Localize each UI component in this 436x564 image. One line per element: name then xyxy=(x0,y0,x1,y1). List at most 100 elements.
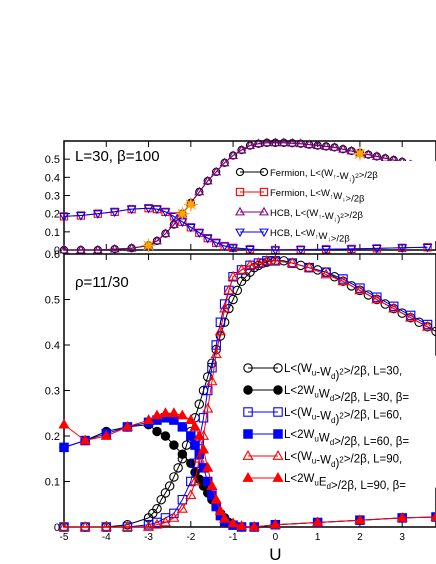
legend-entry: L<2WuWd>/2β, L=60, β= xyxy=(243,429,409,448)
data-point xyxy=(371,244,382,254)
data-point xyxy=(273,363,283,373)
data-point xyxy=(202,461,214,472)
x-tick-label: 2 xyxy=(357,532,363,543)
data-point xyxy=(211,239,222,248)
data-point xyxy=(185,489,197,500)
data-point xyxy=(169,219,179,228)
data-point xyxy=(242,472,254,482)
data-point xyxy=(338,274,348,284)
data-point xyxy=(186,431,196,441)
data-point xyxy=(109,243,120,253)
data-point xyxy=(227,270,239,281)
data-point xyxy=(295,246,306,255)
data-point xyxy=(245,245,255,255)
data-point xyxy=(202,385,213,396)
x-axis-label: U xyxy=(269,545,281,564)
data-point xyxy=(273,385,283,395)
data-point xyxy=(270,137,281,147)
data-point xyxy=(173,463,183,473)
data-point xyxy=(261,254,273,265)
panel-annotation: ρ=11/30 xyxy=(75,274,129,291)
data-point xyxy=(228,244,238,254)
data-point xyxy=(126,242,137,252)
data-point xyxy=(371,151,382,160)
legend-entry: Fermion, L<W↑W↓>/2β xyxy=(235,187,365,205)
data-point xyxy=(219,512,231,523)
data-point xyxy=(430,511,436,521)
data-point xyxy=(189,475,201,486)
data-point xyxy=(273,429,283,439)
data-point xyxy=(194,229,205,239)
data-point xyxy=(142,521,155,531)
data-point xyxy=(235,167,245,177)
data-point xyxy=(210,348,222,359)
data-point xyxy=(168,511,180,522)
data-point xyxy=(235,263,248,274)
data-point xyxy=(337,275,349,286)
data-point xyxy=(421,320,434,331)
data-point xyxy=(176,409,188,420)
data-point xyxy=(422,243,433,253)
y-tick-label: 0.5 xyxy=(45,295,60,307)
data-point xyxy=(59,244,69,254)
data-point xyxy=(235,206,245,216)
data-point xyxy=(121,420,133,431)
series-5 xyxy=(58,254,434,531)
panel-annotation: L=30, β=100 xyxy=(75,148,160,165)
highlight-marker xyxy=(141,238,156,253)
data-point xyxy=(177,422,188,432)
legend-label: Fermion, L<W↑W↓>/2β xyxy=(270,188,365,205)
data-point xyxy=(354,514,366,525)
y-tick-label: 0.2 xyxy=(45,209,60,221)
x-tick-label: 3 xyxy=(399,532,405,543)
y-tick-label: 0.3 xyxy=(45,386,60,398)
legend-label: L<2WuWd>/2β, L=30, β= xyxy=(284,385,409,404)
x-axis: -5 -4 -3 -2 -1 0 1 2 3 U xyxy=(60,254,405,564)
data-point xyxy=(143,204,154,214)
data-point xyxy=(235,228,245,238)
data-point xyxy=(219,302,231,313)
data-point xyxy=(354,284,366,295)
data-point xyxy=(160,228,171,238)
data-point xyxy=(219,242,230,252)
x-tick-label: -1 xyxy=(229,532,238,543)
data-point xyxy=(312,140,323,149)
data-point xyxy=(243,385,253,395)
data-point xyxy=(177,449,188,459)
data-point xyxy=(59,442,69,453)
data-point xyxy=(253,138,264,148)
x-axis xyxy=(63,141,403,250)
data-point xyxy=(185,414,197,424)
data-point xyxy=(397,244,408,254)
data-point xyxy=(76,212,86,221)
data-point xyxy=(235,187,245,197)
y-tick-label: 0.4 xyxy=(45,172,60,184)
data-point xyxy=(259,228,269,238)
highlight-points xyxy=(141,146,367,253)
series-line xyxy=(64,260,428,528)
legend-label: HCB, L<W↑W↓>/2β xyxy=(270,228,350,245)
data-point xyxy=(321,245,331,255)
legend-label: L<2WuEd>/2β, L=90, β= xyxy=(284,473,406,492)
x-tick-label: 1 xyxy=(315,532,321,543)
data-point xyxy=(295,138,306,148)
y-tick-label: 0.2 xyxy=(45,431,60,443)
x-tick-label: -2 xyxy=(186,532,195,543)
data-point xyxy=(210,493,222,504)
data-point xyxy=(269,254,281,265)
data-point xyxy=(346,245,357,255)
data-point xyxy=(243,407,253,417)
legend-entry: Fermion, L<(W↑-W↓)2>/2β xyxy=(235,167,378,185)
series-6 xyxy=(58,407,436,531)
data-point xyxy=(207,362,217,373)
data-point xyxy=(160,488,171,498)
data-point xyxy=(152,235,162,245)
y-tick-label: 0.1 xyxy=(45,477,60,489)
data-point xyxy=(152,426,162,437)
legend-label: L<(Wu-Wd)2>/2β, L=90, xyxy=(284,451,402,470)
data-point xyxy=(228,150,238,159)
legend-label: Fermion, L<(W↑-W↓)2>/2β xyxy=(270,168,378,185)
y-tick-label: 0.6 xyxy=(45,249,60,261)
data-point xyxy=(388,302,400,313)
